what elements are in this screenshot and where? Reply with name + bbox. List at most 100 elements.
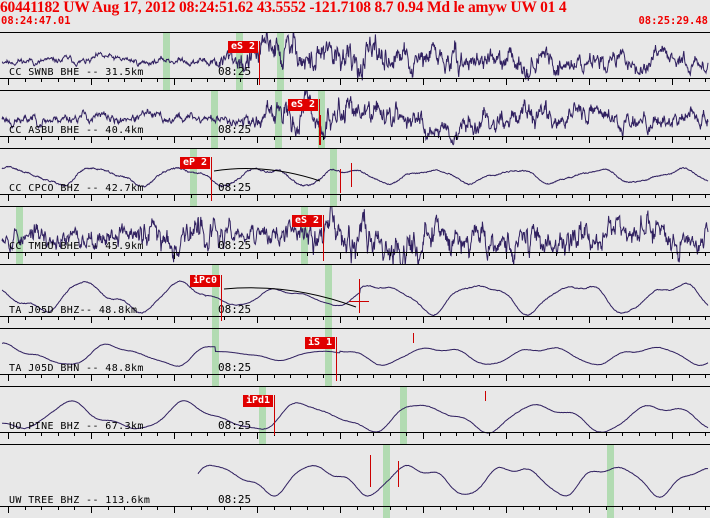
axis-tick: [705, 136, 706, 140]
trace-panel-asbu[interactable]: 08:25 eS 2 CC ASBU BHE -- 40.4km: [0, 90, 710, 148]
axis-tick: [58, 252, 59, 256]
axis-tick: [390, 252, 391, 256]
pick-marker-tick[interactable]: [398, 461, 399, 487]
axis-tick: [523, 194, 524, 198]
axis-tick: [74, 316, 75, 320]
axis-tick: [572, 506, 573, 510]
axis-tick: [290, 194, 291, 198]
axis-tick: [489, 432, 490, 436]
pick-marker-tick[interactable]: [413, 333, 414, 343]
axis-tick: [523, 252, 524, 256]
axis-tick: [25, 194, 26, 198]
axis-tick: [307, 506, 308, 510]
trace-panel-pine[interactable]: 08:25 iPd1 UO PINE BHZ -- 67.3km: [0, 386, 710, 444]
axis-tick: [672, 252, 673, 259]
axis-tick: [41, 506, 42, 510]
coda-band: [16, 207, 23, 264]
trace-panel-tree[interactable]: 08:25 UW TREE BHZ -- 113.6km: [0, 444, 710, 518]
axis-tick: [124, 136, 125, 140]
trace-panel-j05d[interactable]: 08:25 iS 1 TA J05D BHN -- 48.8km: [0, 328, 710, 386]
pick-marker-tick[interactable]: [351, 163, 352, 187]
axis-tick: [489, 252, 490, 256]
axis-tick: [689, 78, 690, 82]
axis-tick: [406, 374, 407, 378]
phase-pick-stem[interactable]: [211, 157, 212, 201]
axis-tick: [572, 252, 573, 256]
phase-pick-stem[interactable]: [319, 99, 320, 145]
time-axis: [0, 136, 710, 137]
coda-band: [259, 387, 266, 444]
pick-marker-tick[interactable]: [340, 169, 341, 193]
phase-pick-stem[interactable]: [336, 337, 337, 381]
trace-panel-j05d[interactable]: 08:25 iPc0 TA J05D BHZ-- 48.8km: [0, 264, 710, 328]
axis-tick: [373, 374, 374, 378]
axis-tick: [8, 316, 9, 323]
axis-tick: [523, 506, 524, 510]
axis-tick: [639, 316, 640, 320]
axis-tick: [58, 194, 59, 198]
axis-tick: [224, 316, 225, 320]
axis-tick: [224, 374, 225, 378]
axis-tick: [539, 506, 540, 510]
axis-tick: [373, 432, 374, 436]
axis-tick: [174, 316, 175, 323]
axis-tick: [91, 194, 92, 201]
axis-tick: [655, 374, 656, 378]
axis-tick: [124, 316, 125, 320]
axis-tick: [157, 136, 158, 140]
axis-tick: [406, 136, 407, 140]
axis-tick: [423, 78, 424, 85]
pick-marker-tick[interactable]: [320, 115, 321, 145]
axis-tick: [440, 194, 441, 198]
phase-pick-label[interactable]: eS 2: [292, 215, 323, 227]
axis-tick: [257, 194, 258, 201]
axis-tick: [207, 252, 208, 256]
phase-pick-label[interactable]: iPc0: [190, 275, 221, 287]
phase-pick-label[interactable]: eS 2: [288, 99, 319, 111]
axis-tick: [705, 194, 706, 198]
trace-panel-swnb[interactable]: 08:25 eS 2 CC SWNB BHE -- 31.5km: [0, 32, 710, 90]
axis-tick: [440, 374, 441, 378]
axis-tick: [556, 252, 557, 256]
coda-band: [607, 445, 614, 518]
phase-pick-label[interactable]: iPd1: [243, 395, 274, 407]
axis-tick: [373, 252, 374, 256]
axis-tick: [8, 194, 9, 201]
phase-pick-stem[interactable]: [370, 455, 371, 487]
axis-tick: [41, 252, 42, 256]
phase-pick-stem[interactable]: [274, 395, 275, 435]
axis-tick: [390, 432, 391, 436]
phase-pick-label[interactable]: eP 2: [180, 157, 211, 169]
trace-panel-cpco[interactable]: 08:25 eP 2 CC CPCO BHZ -- 42.7km: [0, 148, 710, 206]
axis-tick: [456, 194, 457, 198]
axis-tick: [191, 316, 192, 320]
axis-tick: [639, 506, 640, 510]
axis-tick: [489, 136, 490, 140]
axis-tick: [655, 78, 656, 82]
phase-pick-stem[interactable]: [221, 275, 222, 321]
axis-tick: [240, 252, 241, 256]
axis-tick: [108, 374, 109, 378]
pick-marker-tick[interactable]: [359, 279, 360, 313]
station-label: CC SWNB BHE -- 31.5km: [9, 67, 144, 78]
time-axis: [0, 316, 710, 317]
axis-tick: [323, 374, 324, 378]
axis-tick: [74, 506, 75, 510]
axis-tick: [473, 136, 474, 140]
phase-pick-stem[interactable]: [259, 41, 260, 85]
axis-tick: [207, 136, 208, 140]
axis-tick: [506, 194, 507, 201]
time-axis: [0, 194, 710, 195]
phase-pick-label[interactable]: eS 2: [228, 41, 259, 53]
phase-pick-stem[interactable]: [323, 215, 324, 261]
axis-tick: [705, 252, 706, 256]
phase-pick-label[interactable]: iS 1: [305, 337, 336, 349]
axis-tick: [572, 432, 573, 436]
axis-tick: [473, 374, 474, 378]
axis-tick: [390, 316, 391, 320]
pick-marker-tick[interactable]: [485, 391, 486, 401]
axis-tick: [440, 432, 441, 436]
trace-panel-tmbu[interactable]: 08:25 eS 2 CC TMBU BHE -- 45.9km: [0, 206, 710, 264]
axis-tick: [406, 194, 407, 198]
coda-band: [318, 91, 325, 148]
